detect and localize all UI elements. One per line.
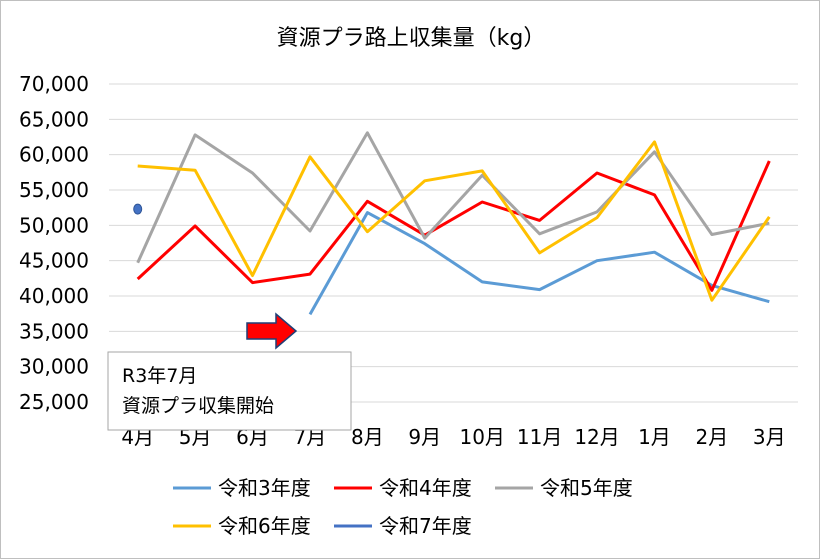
y-tick-label: 30,000: [19, 355, 89, 379]
y-tick-label: 35,000: [19, 319, 89, 343]
legend-label-2: 令和5年度: [540, 476, 633, 500]
legend-label-0: 令和3年度: [218, 476, 311, 500]
x-tick-label: 12月: [574, 425, 619, 449]
series-line-3: [137, 140, 771, 302]
series-point-4: [133, 203, 143, 215]
legend-label-4: 令和7年度: [379, 514, 472, 538]
y-tick-label: 70,000: [19, 72, 89, 96]
y-tick-label: 40,000: [19, 284, 89, 308]
x-tick-label: 1月: [638, 425, 671, 449]
series-line-1: [136, 160, 771, 292]
x-tick-label: 8月: [351, 425, 384, 449]
x-tick-label: 10月: [459, 425, 504, 449]
legend-label-1: 令和4年度: [379, 476, 472, 500]
y-tick-label: 50,000: [19, 213, 89, 237]
y-tick-label: 60,000: [19, 143, 89, 167]
annotation: R3年7月 資源プラ収集開始: [107, 312, 352, 431]
y-tick-label: 65,000: [19, 107, 89, 131]
annotation-line-2: 資源プラ収集開始: [122, 395, 274, 417]
series-lines: [133, 131, 771, 316]
annotation-line-1: R3年7月: [122, 365, 197, 387]
annotation-box: [107, 351, 352, 431]
arrow-icon: [246, 312, 298, 350]
x-tick-label: 9月: [408, 425, 441, 449]
x-tick-label: 2月: [696, 425, 729, 449]
y-tick-label: 55,000: [19, 178, 89, 202]
chart-title: 資源プラ路上収集量（kg）: [277, 26, 546, 51]
y-tick-label: 45,000: [19, 249, 89, 273]
legend-label-3: 令和6年度: [218, 514, 311, 538]
series-line-0: [308, 211, 770, 316]
y-axis-ticks: 25,000 30,000 35,000 40,000 45,000 50,000 55,0…: [19, 72, 89, 414]
y-tick-label: 25,000: [19, 390, 89, 414]
x-tick-label: 3月: [753, 425, 786, 449]
x-tick-label: 11月: [517, 425, 562, 449]
